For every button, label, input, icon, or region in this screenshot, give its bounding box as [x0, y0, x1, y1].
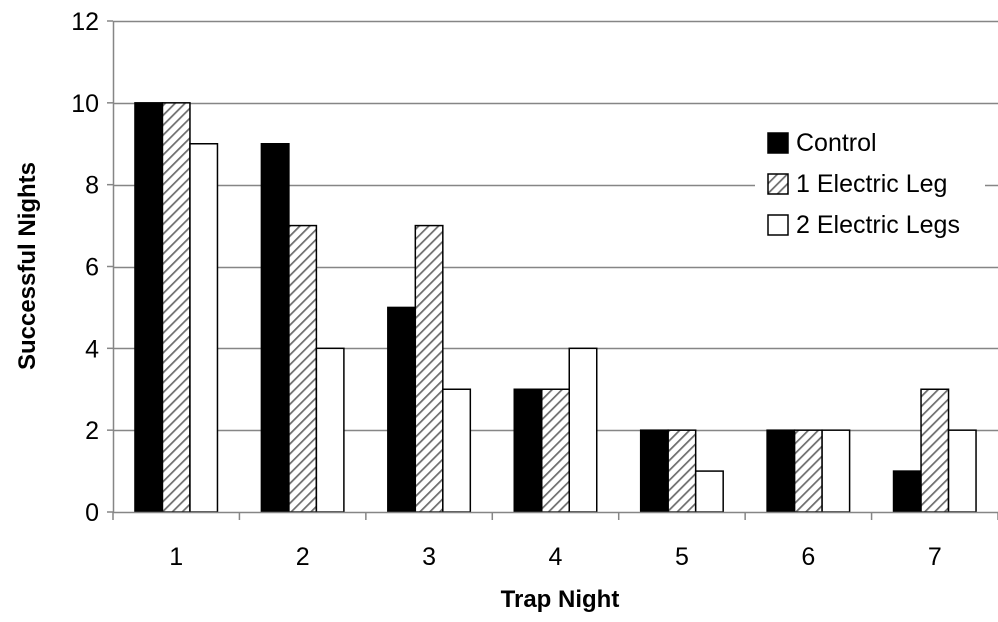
- bar-control-7: [892, 470, 922, 513]
- bar-control-4: [513, 388, 543, 513]
- bar-2-electric-legs-1: [189, 143, 219, 513]
- x-tick-label: 7: [928, 543, 942, 571]
- legend: Control 1 Electric Leg 2 Electric Legs: [755, 120, 985, 245]
- x-tick-label: 1: [169, 543, 183, 571]
- x-tick-label: 2: [296, 543, 310, 571]
- y-tick-label: 8: [85, 172, 99, 200]
- legend-swatch: [767, 132, 789, 154]
- bars: [134, 102, 977, 513]
- x-tick-label: 4: [549, 543, 563, 571]
- y-tick-label: 12: [71, 8, 99, 36]
- y-tick-label: 4: [85, 335, 99, 363]
- bar-2-electric-legs-5: [694, 470, 724, 513]
- legend-label: 2 Electric Legs: [796, 211, 960, 239]
- bar-1-electric-leg-3: [414, 224, 444, 513]
- x-tick-label: 5: [675, 543, 689, 571]
- bar-2-electric-legs-2: [315, 347, 345, 513]
- gridlines: [113, 20, 998, 432]
- legend-label: 1 Electric Leg: [796, 170, 947, 198]
- bar-2-electric-legs-6: [821, 429, 851, 513]
- legend-swatch: [767, 214, 789, 236]
- bar-2-electric-legs-3: [442, 388, 472, 513]
- y-tick-label: 10: [71, 90, 99, 118]
- bar-1-electric-leg-5: [667, 429, 697, 513]
- bar-control-5: [639, 429, 669, 513]
- x-tick-label: 6: [801, 543, 815, 571]
- y-tick-label: 6: [85, 254, 99, 282]
- bar-2-electric-legs-4: [568, 347, 598, 513]
- legend-background: [755, 120, 985, 245]
- bar-control-2: [260, 143, 290, 513]
- legend-swatch: [767, 173, 789, 195]
- y-tick-label: 0: [85, 499, 99, 527]
- bar-2-electric-legs-7: [947, 429, 977, 513]
- bar-control-6: [766, 429, 796, 513]
- bar-1-electric-leg-7: [920, 388, 950, 513]
- bar-control-3: [387, 306, 417, 513]
- y-tick-label: 2: [85, 417, 99, 445]
- bar-1-electric-leg-1: [161, 102, 191, 513]
- x-axis-title: Trap Night: [501, 586, 620, 613]
- bar-control-1: [134, 102, 164, 513]
- bar-1-electric-leg-6: [793, 429, 823, 513]
- legend-label: Control: [796, 129, 877, 157]
- x-tick-label: 3: [422, 543, 436, 571]
- y-axis-title: Successful Nights: [14, 162, 41, 370]
- bar-1-electric-leg-4: [541, 388, 570, 513]
- bar-1-electric-leg-2: [288, 224, 318, 513]
